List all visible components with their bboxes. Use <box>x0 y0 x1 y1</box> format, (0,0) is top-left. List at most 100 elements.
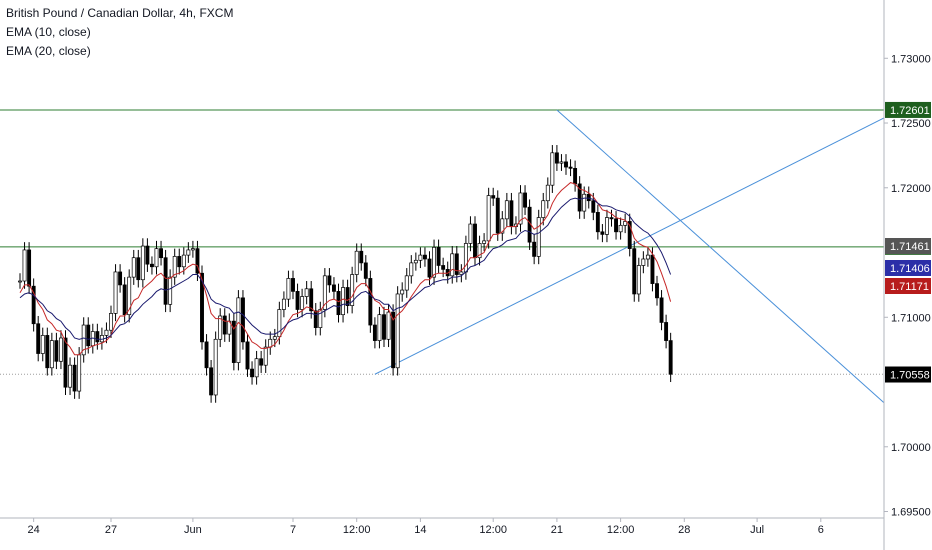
candle <box>614 218 619 233</box>
candle <box>54 340 59 362</box>
candle <box>72 364 77 392</box>
candle <box>31 285 36 325</box>
candle <box>627 221 632 249</box>
candle <box>450 253 455 277</box>
candle <box>354 250 359 275</box>
x-tick-label: 28 <box>678 524 690 536</box>
candle <box>500 218 505 234</box>
price-label-box <box>885 278 931 294</box>
candle <box>40 335 45 354</box>
candle <box>650 254 655 284</box>
candle <box>327 275 332 286</box>
candle <box>218 315 223 340</box>
candle <box>491 195 496 199</box>
candle <box>159 248 163 259</box>
candle <box>623 221 628 226</box>
candle <box>395 293 400 369</box>
candle <box>268 338 273 348</box>
candle <box>495 197 500 234</box>
chart-legend: British Pound / Canadian Dollar, 4h, FXC… <box>6 4 233 61</box>
candle <box>300 296 305 310</box>
candle <box>423 254 427 260</box>
candle <box>58 337 63 362</box>
candle <box>163 257 168 305</box>
candle <box>377 314 382 341</box>
candle <box>564 161 568 168</box>
price-label: 1.71406 <box>890 263 930 275</box>
candle <box>404 275 409 291</box>
candle <box>241 297 245 343</box>
candle <box>600 231 605 235</box>
candle <box>473 223 477 259</box>
legend-ema-20[interactable]: EMA (20, close) <box>6 44 91 58</box>
candle <box>131 257 136 278</box>
candle <box>636 265 641 295</box>
candle <box>49 340 54 369</box>
candle <box>309 288 314 312</box>
candle <box>573 168 578 185</box>
y-tick-label: 1.70000 <box>891 442 931 454</box>
candle <box>482 240 487 244</box>
candle <box>277 309 282 338</box>
x-tick-label: 14 <box>414 524 426 536</box>
candle <box>350 274 355 306</box>
candle <box>318 309 323 328</box>
ema-line-20 <box>19 197 672 340</box>
candle <box>341 287 346 316</box>
candle <box>304 288 309 297</box>
x-tick-label: 21 <box>551 524 563 536</box>
trendline-falling[interactable] <box>556 109 885 404</box>
candle <box>291 278 295 292</box>
candle <box>236 297 241 363</box>
candle <box>645 254 650 260</box>
price-label-box <box>885 238 931 254</box>
candle <box>454 253 459 275</box>
candle <box>536 217 541 257</box>
price-label-box <box>885 101 931 118</box>
candle <box>618 224 623 233</box>
candle <box>568 166 573 169</box>
candle <box>532 241 537 257</box>
y-tick-label: 1.71000 <box>891 312 931 324</box>
price-label: 1.70558 <box>890 370 930 382</box>
x-tick-label: 12:00 <box>607 524 635 536</box>
candle <box>213 338 218 396</box>
candle <box>591 200 596 213</box>
candle <box>436 246 441 266</box>
candle <box>172 256 177 278</box>
x-tick-label: Jun <box>184 524 202 536</box>
candle <box>118 271 123 286</box>
candle <box>559 161 564 164</box>
candle <box>668 340 673 375</box>
x-tick-label: 12:00 <box>343 524 371 536</box>
candle <box>554 152 559 164</box>
legend-ema-10[interactable]: EMA (10, close) <box>6 25 91 39</box>
candle <box>81 324 86 356</box>
candle <box>655 283 659 299</box>
candle <box>254 358 259 378</box>
candle <box>27 249 32 287</box>
x-tick-label: 6 <box>818 524 824 536</box>
price-label: 1.71171 <box>890 281 929 293</box>
candle <box>641 258 646 266</box>
candle <box>336 291 341 316</box>
candle <box>263 346 268 366</box>
candle <box>104 329 109 336</box>
candle <box>518 192 523 225</box>
candle <box>77 354 82 392</box>
y-tick-label: 1.69500 <box>891 507 931 519</box>
candle <box>664 322 669 341</box>
candle <box>441 265 446 270</box>
price-label: 1.72601 <box>890 105 930 117</box>
candle <box>154 248 159 268</box>
candle <box>68 364 72 388</box>
candle <box>245 341 250 370</box>
candle <box>195 248 200 274</box>
candle <box>231 320 236 363</box>
candle <box>18 280 22 283</box>
candle <box>659 297 664 323</box>
y-tick-label: 1.72000 <box>891 183 931 195</box>
candle <box>459 271 464 275</box>
x-tick-label: Jul <box>750 524 764 536</box>
